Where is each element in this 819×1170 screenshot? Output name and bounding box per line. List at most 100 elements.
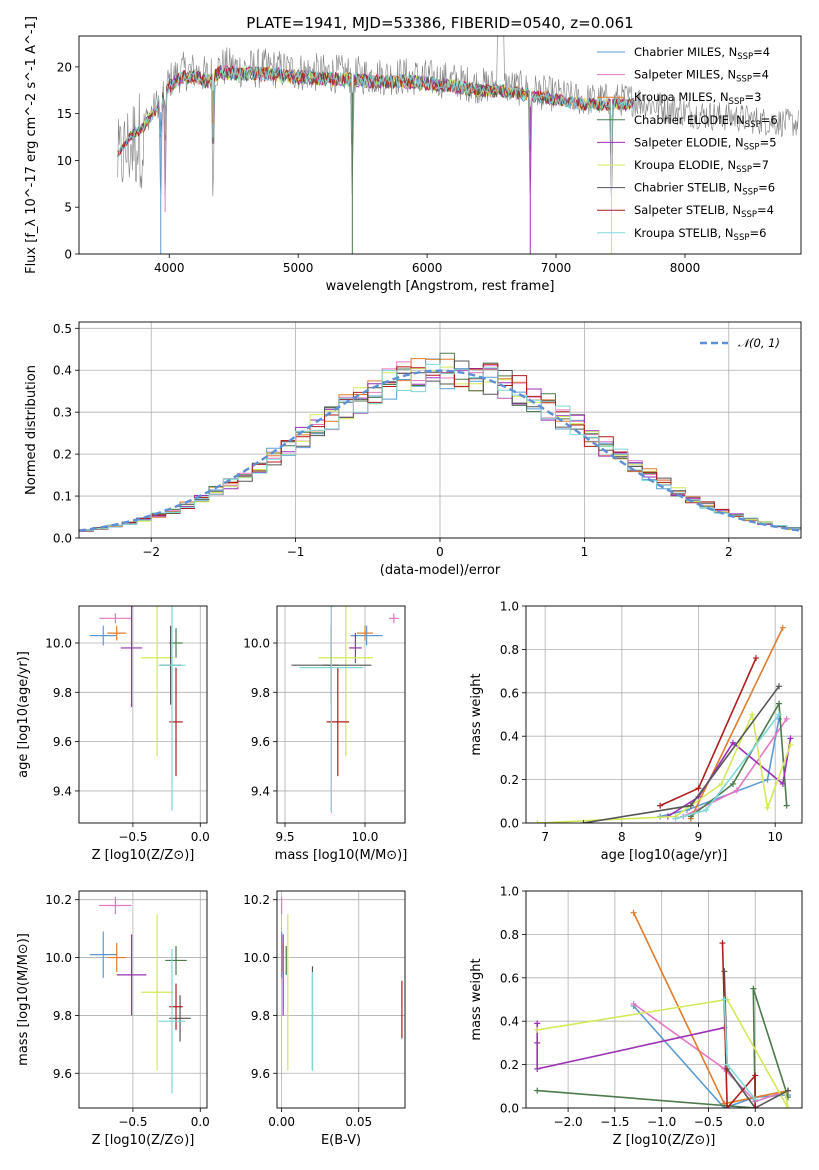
legend-label: Chabrier MILES, N: [634, 45, 737, 59]
weight-marker: [534, 1026, 541, 1033]
weight-marker: [787, 741, 794, 748]
y-tick-label: 0.2: [500, 1058, 519, 1072]
y-tick-label: 9.6: [53, 1067, 72, 1081]
panel-spectrum: 4000 5000 6000 7000 8000 0 5 10 15 20 wavelength […: [24, 16, 802, 294]
y-tick-label: 1.0: [500, 885, 519, 899]
y-tick-label: 0.0: [500, 817, 519, 831]
y-tick-label: 0.8: [500, 928, 519, 942]
legend-entry: Kroupa ELODIE, NSSP=7: [634, 158, 769, 175]
y-tick-label: 1.0: [500, 600, 519, 614]
x-axis-label: E(B-V): [321, 1133, 361, 1148]
weight-marker: [752, 1105, 759, 1108]
legend-sub: SSP: [737, 52, 753, 62]
x-axis-label: wavelength [Angstrom, rest frame]: [326, 279, 555, 294]
legend-suffix: =3: [744, 90, 761, 104]
weight-marker: [749, 711, 756, 718]
weight-marker: [733, 787, 740, 794]
weight-marker: [752, 1072, 759, 1079]
legend-suffix: =7: [752, 158, 769, 172]
x-tick-label: 4000: [154, 261, 185, 275]
y-tick-label: 0: [64, 248, 72, 262]
weight-marker: [657, 802, 664, 809]
x-tick-label: 10.0: [352, 830, 379, 844]
weight-marker: [687, 802, 694, 809]
weight-line: [667, 738, 792, 818]
x-tick-label: −1: [287, 545, 305, 559]
y-tick-label: 0.4: [500, 1015, 519, 1029]
y-tick-label: 0.3: [53, 406, 72, 420]
weight-marker: [534, 1039, 541, 1046]
legend-label: Kroupa MILES, N: [634, 90, 729, 104]
legend-entry: Salpeter ELODIE, NSSP=5: [634, 135, 777, 152]
plot-area: [79, 352, 801, 532]
plot-area: [534, 909, 791, 1108]
weight-marker: [779, 780, 786, 787]
weight-line: [537, 988, 789, 1108]
legend-entry: Chabrier ELODIE, NSSP=6: [634, 113, 778, 130]
weight-marker: [730, 739, 736, 746]
legend-label: Salpeter ELODIE, N: [634, 135, 744, 149]
axes-frame: [78, 890, 208, 1109]
axes-frame: [276, 890, 406, 1109]
legend-sub: SSP: [734, 233, 750, 243]
panel-weight-vs-age: 7 8 9 10 0.0 0.2 0.4 0.6 0.8 1.0 age [log10(age/yr…: [469, 600, 803, 863]
y-axis-label: mass weight: [469, 958, 484, 1040]
x-axis-label: Z [log10(Z/Z⊙)]: [613, 1133, 716, 1148]
plot-area: [281, 896, 403, 1071]
normal-curve: [79, 369, 801, 532]
y-tick-label: 0.0: [500, 1102, 519, 1116]
legend: 𝒩(0, 1): [700, 336, 780, 350]
x-axis-label: Z [log10(Z/Z⊙)]: [92, 848, 195, 863]
x-axis-label: Z [log10(Z/Z⊙)]: [92, 1133, 195, 1148]
weight-marker: [783, 802, 790, 809]
y-axis-label: Flux [f_λ 10^-17 erg cm^-2 s^-1 A^-1]: [24, 16, 39, 274]
legend-entry: Salpeter MILES, NSSP=4: [634, 68, 769, 85]
y-tick-label: 0.2: [500, 773, 519, 787]
y-axis-label: mass weight: [469, 673, 484, 755]
weight-marker: [753, 655, 759, 662]
weight-marker: [776, 683, 782, 690]
weight-marker: [724, 1061, 731, 1068]
x-tick-label: 2: [725, 545, 733, 559]
panel-weight-vs-Z: −2.0 −1.5 −1.0 −0.5 0.0 0.0 0.2 0.4 0.6 0.8 1.0 Z […: [469, 885, 803, 1148]
y-axis-label: mass [log10(M/M⊙)]: [16, 933, 31, 1066]
x-tick-label: 7000: [541, 261, 572, 275]
weight-marker: [784, 1105, 791, 1108]
x-tick-label: 0.05: [345, 1115, 372, 1129]
residual-histogram: [79, 363, 801, 532]
legend-suffix: =4: [752, 68, 769, 82]
legend-sub: SSP: [736, 165, 752, 175]
weight-line: [537, 998, 789, 1108]
weight-line: [690, 627, 784, 820]
x-tick-label: 8000: [670, 261, 701, 275]
x-tick-label: −1.5: [600, 1115, 629, 1129]
axes-frame: [78, 35, 802, 255]
weight-marker: [719, 940, 726, 947]
y-tick-label: 9.8: [251, 1009, 270, 1023]
x-tick-label: 0: [436, 545, 444, 559]
x-tick-label: −1.0: [647, 1115, 676, 1129]
weight-marker: [779, 624, 786, 631]
weight-marker: [724, 1105, 731, 1108]
y-tick-label: 10.2: [243, 893, 270, 907]
legend-suffix: =6: [761, 113, 778, 127]
y-tick-label: 9.4: [251, 784, 270, 798]
y-tick-label: 10.0: [243, 951, 270, 965]
axes-frame: [525, 605, 803, 824]
weight-marker: [534, 1020, 541, 1027]
panel-age-vs-Z: −0.5 0.0 9.4 9.6 9.8 10.0 Z [log10(Z/Z⊙)] age […: [16, 605, 210, 863]
weight-marker: [534, 1087, 541, 1094]
weight-marker: [721, 996, 728, 1003]
legend-sub: SSP: [736, 75, 752, 85]
weight-marker: [783, 715, 790, 722]
axes-frame: [78, 605, 208, 824]
weight-marker: [534, 820, 541, 823]
legend-suffix: =5: [760, 135, 777, 149]
y-tick-label: 5: [64, 201, 72, 215]
weight-marker: [776, 700, 782, 707]
x-axis-label: mass [log10(M/M⊙)]: [275, 848, 408, 863]
panel-mass-vs-ebv: 0.00 0.05 9.6 9.8 10.0 10.2 E(B-V): [243, 890, 406, 1148]
x-tick-label: −2.0: [554, 1115, 583, 1129]
